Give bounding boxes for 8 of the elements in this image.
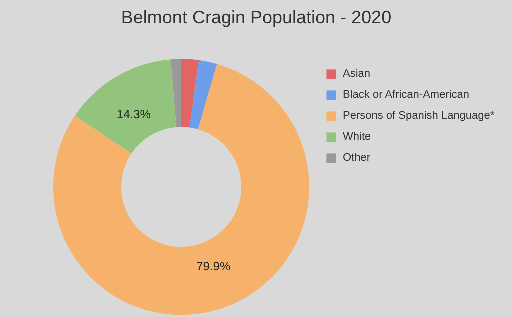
legend-label: Persons of Spanish Language* — [343, 109, 495, 124]
chart-title: Belmont Cragin Population - 2020 — [121, 8, 392, 28]
legend-label: White — [343, 130, 372, 145]
legend-label: Asian — [343, 67, 371, 82]
legend-label: Black or African-American — [343, 88, 470, 103]
legend-label: Other — [343, 151, 371, 166]
data-label: 14.3% — [116, 107, 152, 122]
data-label: 79.9% — [196, 260, 231, 274]
